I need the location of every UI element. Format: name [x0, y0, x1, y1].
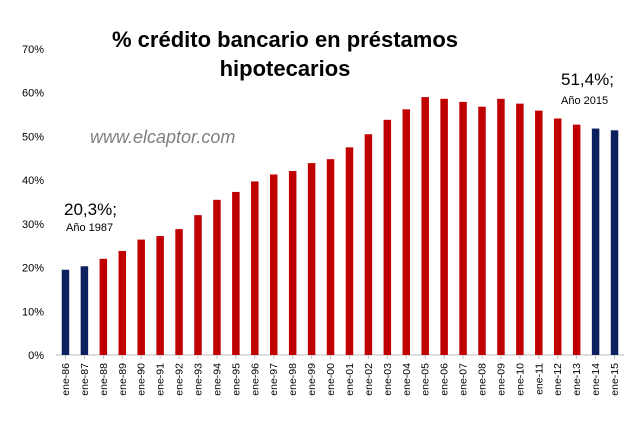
y-tick-label: 20% — [22, 263, 44, 275]
watermark-text: www.elcaptor.com — [90, 127, 235, 147]
bars-group — [61, 97, 619, 356]
bar-ene-90 — [137, 239, 145, 355]
x-tick-label: ene-89 — [117, 363, 129, 396]
x-tick-label: ene-13 — [571, 363, 583, 396]
x-tick-label: ene-93 — [193, 363, 205, 396]
x-tick-label: ene-15 — [609, 363, 621, 396]
bar-ene-04 — [402, 109, 411, 355]
bar-ene-93 — [194, 215, 202, 355]
y-tick-label: 40% — [22, 175, 44, 187]
chart-title-line-2: hipotecarios — [220, 56, 351, 81]
x-tick-label: ene-88 — [98, 363, 110, 396]
x-tick-label: ene-95 — [230, 363, 242, 396]
bar-ene-97 — [269, 174, 278, 355]
y-tick-label: 10% — [22, 306, 44, 318]
bar-ene-89 — [118, 250, 127, 355]
bar-ene-03 — [383, 119, 392, 356]
y-axis: 0% 10% 20% 30% 40% 50% 60% 70% — [22, 44, 624, 362]
x-axis: ene-86 ene-87 ene-88 ene-89 ene-90 ene-91 ene-… — [60, 355, 621, 396]
bar-ene-07 — [459, 101, 467, 355]
bar-ene-09 — [497, 98, 505, 355]
annotation-2015-label: Año 2015 — [561, 95, 608, 107]
annotation-1987-label: Año 1987 — [66, 222, 113, 234]
chart-title-line-1: % crédito bancario en préstamos — [112, 27, 458, 52]
bar-ene-87 — [80, 266, 89, 355]
bar-ene-95 — [232, 191, 240, 355]
x-tick-label: ene-99 — [306, 363, 318, 396]
x-tick-label: ene-86 — [60, 363, 72, 396]
bar-ene-86 — [61, 269, 70, 355]
x-tick-label: ene-01 — [344, 363, 356, 396]
bar-ene-98 — [288, 170, 297, 355]
x-tick-label: ene-14 — [590, 363, 602, 396]
annotation-1987-value: 20,3%; — [64, 200, 117, 219]
x-tick-label: ene-04 — [401, 363, 413, 396]
x-tick-label: ene-07 — [458, 363, 470, 396]
y-tick-label: 0% — [28, 350, 44, 362]
x-tick-label: ene-98 — [287, 363, 299, 396]
x-tick-label: ene-97 — [268, 363, 280, 396]
bar-ene-96 — [251, 181, 259, 355]
bar-ene-14 — [591, 128, 600, 355]
x-tick-label: ene-03 — [382, 363, 394, 396]
y-tick-label: 60% — [22, 88, 44, 100]
x-tick-label: ene-02 — [363, 363, 375, 396]
x-tick-label: ene-90 — [136, 363, 148, 396]
bar-ene-01 — [345, 147, 354, 355]
bar-ene-06 — [440, 98, 448, 355]
x-tick-label: ene-09 — [495, 363, 507, 396]
bar-ene-05 — [421, 97, 429, 355]
x-tick-label: ene-00 — [325, 363, 337, 396]
x-tick-label: ene-11 — [533, 363, 545, 395]
bar-ene-15 — [610, 130, 619, 355]
x-tick-label: ene-06 — [439, 363, 451, 396]
x-tick-label: ene-94 — [211, 363, 223, 396]
bar-ene-10 — [516, 103, 524, 356]
x-tick-label: ene-87 — [79, 363, 91, 396]
annotation-2015-value: 51,4%; — [561, 70, 614, 89]
bar-ene-94 — [213, 199, 221, 355]
bar-ene-91 — [156, 236, 164, 355]
bar-ene-88 — [99, 258, 108, 355]
x-tick-label: ene-96 — [249, 363, 261, 396]
bar-ene-00 — [326, 159, 335, 355]
bar-ene-92 — [175, 229, 183, 355]
bar-ene-99 — [307, 163, 316, 355]
bar-ene-08 — [478, 106, 486, 356]
bar-ene-13 — [572, 124, 581, 355]
x-tick-label: ene-91 — [155, 363, 167, 396]
bar-ene-12 — [553, 118, 562, 356]
y-tick-label: 50% — [22, 131, 44, 143]
bar-ene-02 — [364, 134, 373, 355]
y-tick-label: 30% — [22, 219, 44, 231]
x-tick-label: ene-92 — [174, 363, 186, 396]
x-tick-label: ene-08 — [477, 363, 489, 396]
x-tick-label: ene-10 — [514, 363, 526, 396]
x-tick-label: ene-05 — [420, 363, 432, 396]
bar-ene-11 — [535, 110, 543, 355]
y-tick-label: 70% — [22, 44, 44, 56]
x-tick-label: ene-12 — [552, 363, 564, 396]
